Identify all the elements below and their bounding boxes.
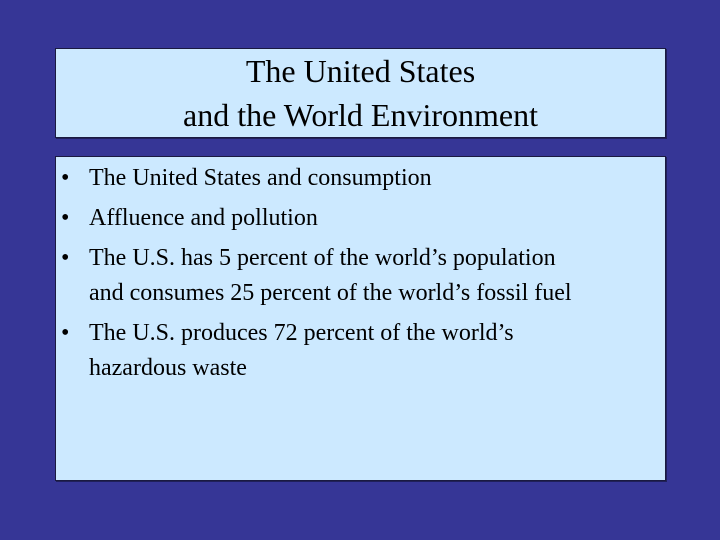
bullet-text: Affluence and pollution bbox=[89, 205, 318, 231]
bullet-text: The U.S. produces 72 percent of the worl… bbox=[89, 320, 514, 346]
title-line: and the World Environment bbox=[183, 97, 538, 133]
bullet-item: • The United States and consumption bbox=[56, 161, 665, 196]
bullet-text: hazardous waste bbox=[89, 355, 247, 381]
body-box: • The United States and consumption • Afflu… bbox=[55, 156, 666, 481]
bullet-dot: • bbox=[61, 165, 70, 191]
title-box: The United States and the World Environme… bbox=[55, 48, 666, 138]
bullet-item: • The U.S. has 5 percent of the world’s p… bbox=[56, 241, 665, 311]
bullet-item: • Affluence and pollution bbox=[56, 201, 665, 236]
bullet-dot: • bbox=[61, 320, 70, 346]
bullet-list: • The United States and consumption • Afflu… bbox=[56, 161, 665, 386]
bullet-text: The U.S. has 5 percent of the world’s po… bbox=[89, 245, 556, 271]
bullet-text: The United States and consumption bbox=[89, 165, 432, 191]
bullet-dot: • bbox=[61, 205, 70, 231]
bullet-text: and consumes 25 percent of the world’s f… bbox=[89, 280, 572, 306]
bullet-item: • The U.S. produces 72 percent of the wor… bbox=[56, 316, 665, 386]
bullet-dot: • bbox=[61, 245, 70, 271]
title-line: The United States bbox=[245, 53, 476, 89]
